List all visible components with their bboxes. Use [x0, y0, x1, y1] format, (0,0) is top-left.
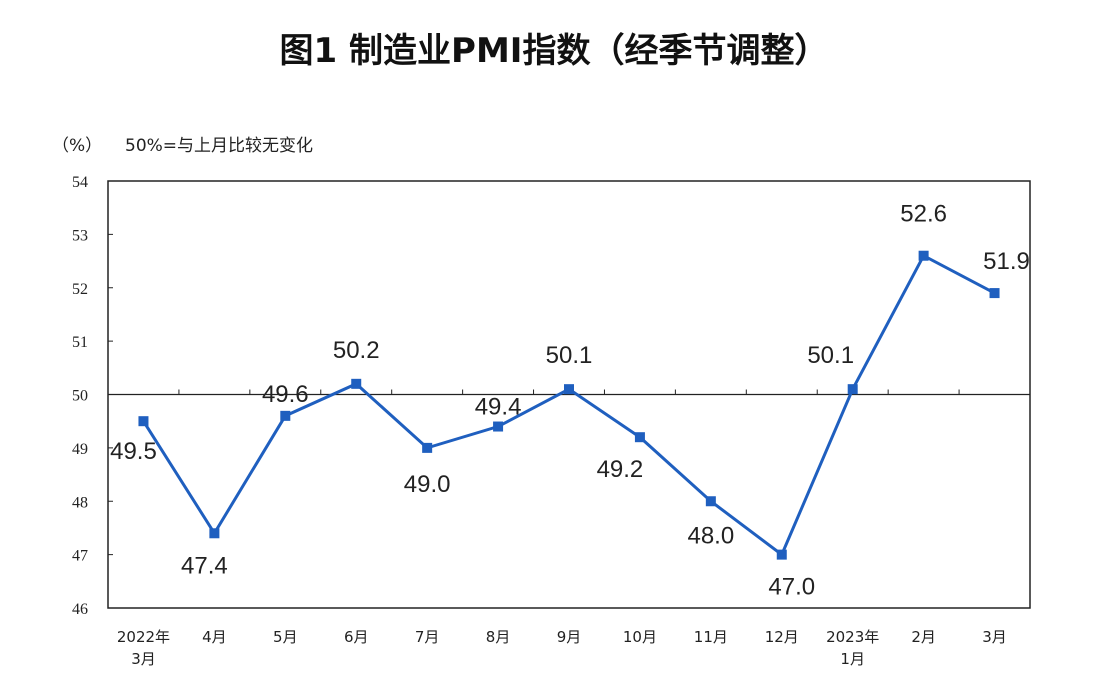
- y-tick-label: 53: [72, 227, 88, 244]
- chart-title: 图1 制造业PMI指数（经季节调整）: [280, 31, 829, 71]
- data-point: [138, 416, 149, 427]
- data-label: 47.0: [768, 574, 815, 601]
- data-point: [705, 496, 716, 507]
- data-point: [564, 384, 574, 395]
- y-tick-label: 46: [72, 601, 88, 618]
- data-label: 51.9: [983, 248, 1030, 275]
- data-point: [776, 549, 787, 560]
- data-label: 50.1: [807, 342, 854, 369]
- y-tick-label: 49: [72, 441, 88, 458]
- y-tick-label: 50: [72, 388, 88, 405]
- x-tick-label: 12月: [765, 628, 799, 646]
- x-tick-label: 2022年: [117, 628, 170, 646]
- x-tick-label: 3月: [131, 650, 156, 668]
- data-label: 49.0: [404, 471, 451, 498]
- data-point: [493, 421, 504, 432]
- x-tick-label: 3月: [982, 628, 1007, 646]
- x-tick-label: 4月: [202, 628, 227, 646]
- data-label: 49.5: [110, 438, 157, 465]
- y-tick-label: 54: [72, 174, 88, 191]
- data-point: [989, 288, 1000, 299]
- data-point: [351, 378, 362, 389]
- data-label: 49.6: [262, 381, 309, 408]
- data-label: 52.6: [900, 201, 947, 228]
- y-tick-label: 51: [72, 334, 88, 351]
- x-tick-label: 9月: [557, 628, 582, 646]
- data-label: 50.2: [333, 337, 380, 364]
- reference-annotation: 50%=与上月比较无变化: [125, 136, 313, 156]
- y-tick-label: 47: [72, 548, 88, 565]
- y-axis-unit: （%）: [52, 136, 102, 156]
- data-point: [634, 432, 645, 443]
- x-tick-label: 1月: [840, 650, 865, 668]
- x-tick-label: 6月: [344, 628, 369, 646]
- x-tick-label: 2月: [911, 628, 936, 646]
- data-point: [422, 442, 433, 453]
- x-tick-label: 8月: [486, 628, 511, 646]
- data-point: [280, 410, 291, 421]
- data-label: 49.2: [597, 456, 644, 483]
- x-tick-label: 11月: [694, 628, 728, 646]
- data-point: [847, 384, 858, 395]
- y-tick-label: 48: [72, 494, 88, 511]
- data-label: 50.1: [546, 342, 593, 369]
- x-tick-label: 5月: [273, 628, 298, 646]
- y-tick-label: 52: [72, 281, 88, 298]
- data-label: 49.4: [475, 394, 522, 421]
- data-label: 47.4: [181, 552, 228, 579]
- x-tick-label: 2023年: [826, 628, 879, 646]
- x-tick-label: 7月: [415, 628, 440, 646]
- data-point: [918, 250, 929, 261]
- data-point: [209, 528, 220, 539]
- data-label: 48.0: [687, 522, 734, 549]
- x-tick-label: 10月: [623, 628, 657, 646]
